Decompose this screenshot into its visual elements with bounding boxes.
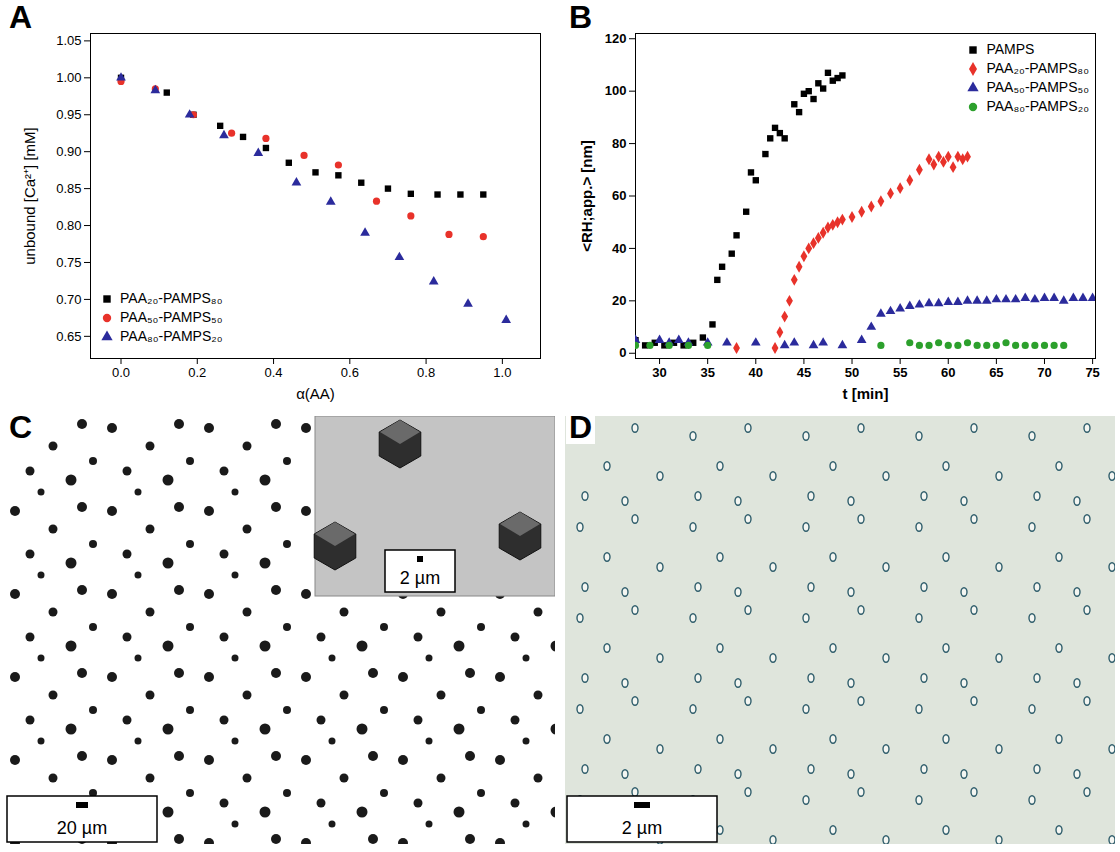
svg-text:60: 60 (612, 188, 626, 203)
svg-text:0.90: 0.90 (56, 144, 81, 159)
svg-text:0.4: 0.4 (265, 365, 283, 380)
html-text:PAA₂₀-PAMPS₈₀: PAA₂₀-PAMPS₈₀ (120, 290, 223, 306)
svg-text:t [min]: t [min] (843, 385, 889, 402)
svg-text:unbound [Ca²⁺] [mM]: unbound [Ca²⁺] [mM] (21, 127, 38, 265)
svg-text:20 µm: 20 µm (57, 818, 107, 838)
svg-text:1.00: 1.00 (56, 70, 81, 85)
svg-text:45: 45 (797, 365, 811, 380)
svg-text:30: 30 (652, 365, 666, 380)
svg-text:60: 60 (941, 365, 955, 380)
svg-text:65: 65 (989, 365, 1003, 380)
svg-text:2 µm: 2 µm (622, 818, 662, 838)
svg-text:80: 80 (612, 136, 626, 151)
html-text:D: D (569, 409, 593, 445)
svg-text:<RH;app.> [nm]: <RH;app.> [nm] (578, 140, 595, 252)
svg-text:0.70: 0.70 (56, 292, 81, 307)
svg-text:0.95: 0.95 (56, 107, 81, 122)
svg-text:0.2: 0.2 (188, 365, 206, 380)
svg-text:1.0: 1.0 (493, 365, 511, 380)
svg-text:55: 55 (893, 365, 907, 380)
svg-text:2 µm: 2 µm (400, 568, 440, 588)
svg-text:α(AA): α(AA) (296, 385, 335, 402)
svg-text:0.8: 0.8 (417, 365, 435, 380)
html-text:PAA₅₀-PAMPS₅₀: PAA₅₀-PAMPS₅₀ (120, 309, 223, 325)
html-text:PAA₈₀-PAMPS₂₀: PAA₈₀-PAMPS₂₀ (986, 98, 1089, 114)
svg-text:20: 20 (612, 293, 626, 308)
svg-text:0.85: 0.85 (56, 181, 81, 196)
svg-text:0.65: 0.65 (56, 329, 81, 344)
svg-text:1.05: 1.05 (56, 33, 81, 48)
html-text:A: A (9, 0, 33, 35)
svg-text:120: 120 (605, 31, 627, 46)
svg-text:40: 40 (612, 241, 626, 256)
svg-text:0.0: 0.0 (112, 365, 130, 380)
html-text:PAMPS: PAMPS (986, 41, 1035, 57)
html-text:PAA₅₀-PAMPS₅₀: PAA₅₀-PAMPS₅₀ (986, 79, 1089, 95)
svg-text:100: 100 (605, 83, 627, 98)
html-text:PAA₈₀-PAMPS₂₀: PAA₈₀-PAMPS₂₀ (120, 328, 223, 344)
svg-text:50: 50 (845, 365, 859, 380)
svg-text:35: 35 (700, 365, 714, 380)
svg-text:0.6: 0.6 (341, 365, 359, 380)
svg-text:40: 40 (749, 365, 763, 380)
svg-text:70: 70 (1037, 365, 1051, 380)
svg-text:0: 0 (619, 345, 626, 360)
svg-text:75: 75 (1085, 365, 1099, 380)
svg-text:0.80: 0.80 (56, 218, 81, 233)
html-text:C: C (9, 409, 33, 445)
html-text:B: B (569, 0, 593, 35)
html-text:PAA₂₀-PAMPS₈₀: PAA₂₀-PAMPS₈₀ (986, 60, 1089, 76)
svg-text:0.75: 0.75 (56, 255, 81, 270)
